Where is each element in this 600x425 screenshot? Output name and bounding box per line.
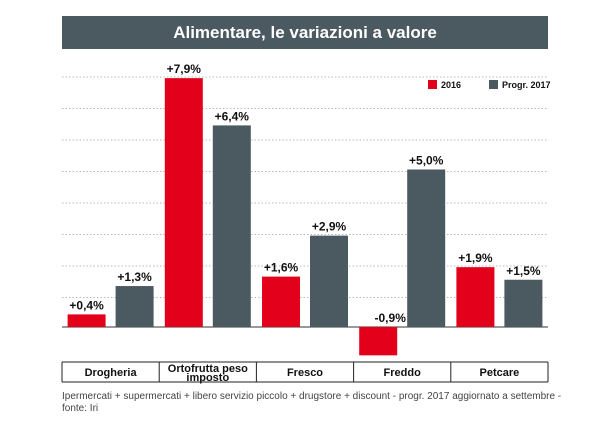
category-label: Ortofrutta peso imposto [168,363,248,384]
data-label: +1,3% [117,270,152,284]
data-label: -0,9% [375,311,407,325]
bar-progr-2017 [407,169,446,327]
legend-label: Progr. 2017 [502,80,551,90]
bar-2016 [359,327,398,356]
data-label: +7,9% [167,62,202,76]
bar-2016 [67,314,106,327]
chart-title: Alimentare, le variazioni a valore [62,16,548,49]
data-label: +1,6% [264,261,299,275]
bar-progr-2017 [115,286,154,327]
bar-progr-2017 [504,279,543,327]
data-label: +1,9% [458,251,493,265]
legend-swatch [428,80,437,89]
bar-2016 [164,78,203,328]
chart-footnote: Ipermercati + supermercati + libero serv… [62,391,562,414]
data-label: +0,4% [69,298,104,312]
data-label: +2,9% [312,220,347,234]
bar-2016 [456,267,495,327]
category-label: Drogheria [85,367,138,379]
legend-swatch [489,80,498,89]
bar-progr-2017 [212,125,251,328]
bar-progr-2017 [310,235,348,327]
bar-2016 [262,276,300,327]
category-label: Freddo [384,367,422,379]
legend-label: 2016 [441,80,461,90]
category-label: Petcare [480,367,520,379]
data-label: +1,5% [506,264,541,278]
category-label: Fresco [287,367,323,379]
data-label: +5,0% [409,154,444,168]
data-label: +6,4% [215,109,250,123]
